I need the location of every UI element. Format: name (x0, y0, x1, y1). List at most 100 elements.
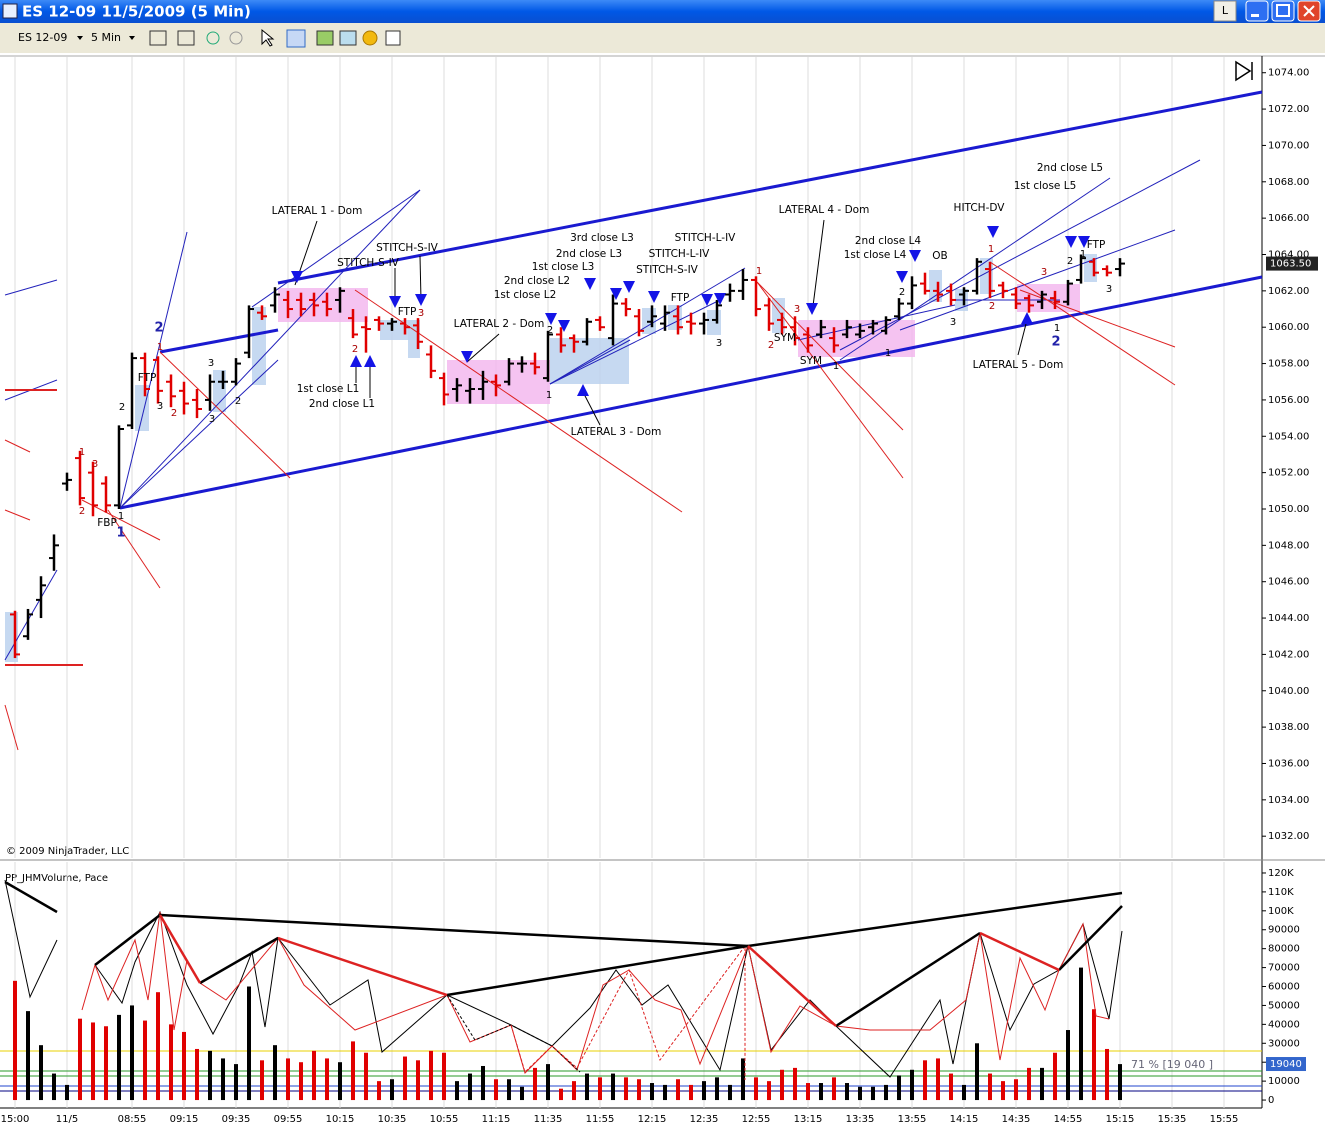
point-label: 2 (79, 506, 85, 517)
y-tick-label: 1074.00 (1268, 68, 1309, 79)
volume-bar (702, 1081, 706, 1101)
title-bar (0, 0, 1325, 23)
signal-arrow (577, 384, 589, 396)
indicator-icon[interactable] (339, 30, 357, 46)
draw-tool-icon[interactable] (177, 30, 195, 46)
signal-arrow (987, 226, 999, 238)
volume-bar (442, 1052, 446, 1101)
channel-line (159, 328, 279, 354)
x-tick-label: 08:55 (118, 1114, 147, 1125)
x-tick-label: 10:55 (430, 1114, 459, 1125)
point-label: 2 (547, 325, 553, 336)
signal-arrow (610, 288, 622, 300)
x-tick-label: 10:35 (378, 1114, 407, 1125)
volume-bar (858, 1086, 862, 1101)
volume-bar (1118, 1064, 1122, 1101)
annotation: STITCH-L-IV (675, 232, 737, 244)
x-tick-label: 15:15 (1106, 1114, 1135, 1125)
properties-icon[interactable] (362, 30, 378, 46)
signal-arrow (896, 271, 908, 283)
y-tick-label: 1062.00 (1268, 286, 1309, 297)
data-box-icon[interactable] (385, 30, 401, 46)
pace-trend (159, 913, 749, 948)
point-label: 1 (157, 342, 163, 353)
annotation: FTP (398, 306, 417, 318)
volume-bar (533, 1067, 537, 1101)
x-tick-label: 13:35 (846, 1114, 875, 1125)
pace-trend (94, 914, 161, 966)
signal-arrow (1065, 236, 1077, 248)
annotation: LATERAL 3 - Dom (571, 426, 662, 438)
y-tick-label: 120K (1268, 868, 1294, 879)
volume-bar (910, 1069, 914, 1101)
connector (419, 255, 422, 301)
volume-bar (871, 1086, 875, 1101)
zoom-in-icon[interactable] (206, 31, 220, 45)
volume-bar (169, 1024, 173, 1101)
y-tick-label: 1058.00 (1268, 359, 1309, 370)
y-tick-label: 1034.00 (1268, 795, 1309, 806)
trend-line (119, 189, 421, 509)
link-button-label[interactable]: L (1222, 4, 1229, 17)
interval-selector[interactable]: 5 Min (91, 31, 121, 44)
annotation: STITCH-L-IV (649, 248, 711, 260)
volume-bar (845, 1083, 849, 1101)
annotation: 1st close L3 (532, 261, 595, 273)
volume-bar (676, 1079, 680, 1101)
volume-bar (1014, 1079, 1018, 1101)
y-tick-label: 1040.00 (1268, 686, 1309, 697)
bar-type-icon[interactable] (149, 30, 167, 46)
minimize-button[interactable] (1245, 0, 1269, 22)
pace-trend (1058, 905, 1123, 971)
volume-bar (221, 1058, 225, 1101)
annotation: STITCH-S-IV (376, 242, 439, 254)
point-label: 2 (119, 402, 125, 413)
volume-bar (624, 1077, 628, 1101)
y-tick-label: 1054.00 (1268, 431, 1309, 442)
link-button[interactable] (1213, 0, 1237, 22)
pace-line (94, 910, 1123, 1078)
x-tick-label: 15:00 (1, 1114, 30, 1125)
volume-bar (247, 986, 251, 1101)
point-label: 1 (116, 526, 125, 541)
signal-arrow (648, 291, 660, 303)
y-tick-label: 1056.00 (1268, 395, 1309, 406)
volume-bar (936, 1058, 940, 1101)
scroll-end-icon[interactable] (1235, 60, 1253, 82)
volume-bar (884, 1084, 888, 1101)
volume-bar (299, 1062, 303, 1101)
trend-line (4, 509, 31, 521)
pace-trend (835, 931, 981, 1028)
instrument-selector[interactable]: ES 12-09 (18, 31, 67, 44)
strategy-icon[interactable] (316, 30, 334, 46)
point-label: 1 (1080, 249, 1086, 260)
y-tick-label: 50000 (1268, 1000, 1300, 1011)
last-price-box (1266, 256, 1318, 271)
y-tick-label: 80000 (1268, 944, 1300, 955)
volume-bar (728, 1084, 732, 1101)
last-price-label: 1063.50 (1270, 259, 1311, 270)
connector (466, 333, 500, 363)
x-tick-label: 14:55 (1054, 1114, 1083, 1125)
y-tick-label: 1036.00 (1268, 758, 1309, 769)
volume-bar (1027, 1067, 1031, 1101)
point-label: 1 (79, 447, 85, 458)
annotation: 2nd close L2 (504, 275, 570, 287)
y-tick-label: 90000 (1268, 925, 1300, 936)
volume-bar (1040, 1067, 1044, 1101)
volume-bar (234, 1064, 238, 1101)
pace-trend (747, 891, 1123, 948)
volume-bar (975, 1043, 979, 1101)
annotation: STITCH-S-IV (636, 264, 699, 276)
cursor-icon[interactable] (261, 28, 275, 47)
y-tick-label: 1070.00 (1268, 140, 1309, 151)
volume-bar (793, 1067, 797, 1101)
crosshair-icon[interactable] (286, 29, 306, 48)
zoom-out-icon[interactable] (229, 31, 243, 45)
volume-bar (1079, 967, 1083, 1101)
pace-trend (446, 944, 749, 997)
volume-bar (767, 1081, 771, 1101)
signal-arrow (1021, 312, 1033, 324)
volume-bar (273, 1045, 277, 1101)
